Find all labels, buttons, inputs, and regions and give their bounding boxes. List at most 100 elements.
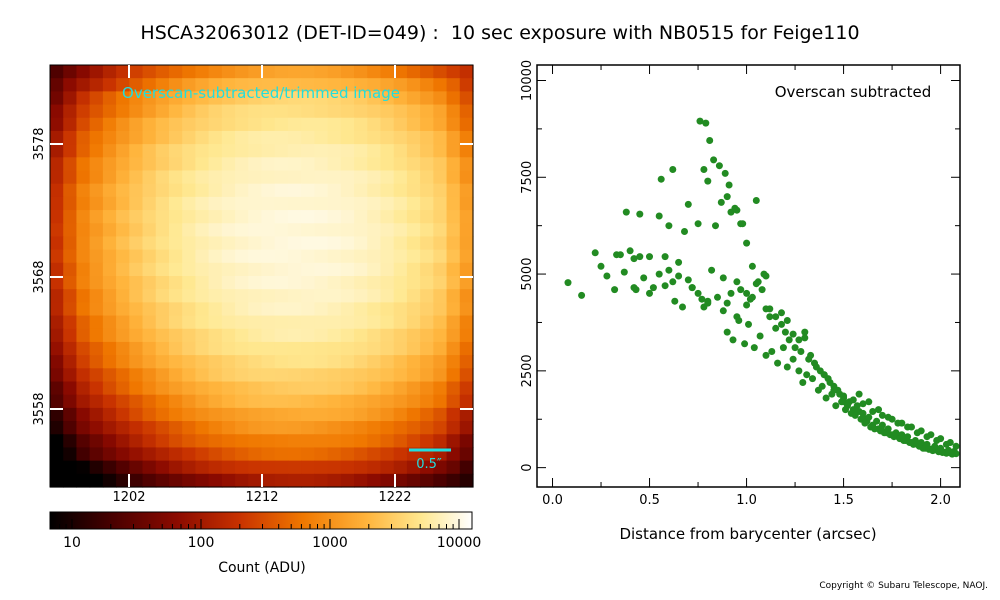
image-pixel xyxy=(235,170,249,185)
image-pixel xyxy=(393,341,408,356)
image-pixel xyxy=(420,223,434,238)
image-pixel xyxy=(102,289,117,303)
image-pixel xyxy=(287,368,302,383)
image-pixel xyxy=(340,157,355,172)
image-pixel xyxy=(393,289,408,303)
image-pixel xyxy=(248,289,263,303)
image-pixel xyxy=(420,421,434,435)
image-pixel xyxy=(116,210,130,224)
image-pixel xyxy=(195,394,210,409)
image-pixel xyxy=(182,196,197,211)
scatter-point xyxy=(712,222,719,230)
image-pixel xyxy=(155,315,170,330)
image-pixel xyxy=(393,355,408,369)
image-pixel xyxy=(354,236,368,251)
image-pixel xyxy=(380,328,395,343)
image-pixel xyxy=(327,78,342,92)
image-pixel xyxy=(76,381,91,396)
image-pixel xyxy=(116,315,130,330)
image-pixel xyxy=(420,210,434,224)
colorbar-tick-label: 10000 xyxy=(437,535,482,551)
image-pixel xyxy=(155,421,170,435)
image-pixel xyxy=(221,210,236,224)
scatter-point xyxy=(859,409,867,417)
image-pixel xyxy=(116,236,130,251)
image-pixel xyxy=(301,236,315,251)
image-pixel xyxy=(446,381,461,396)
image-pixel xyxy=(50,104,64,119)
image-pixel xyxy=(235,117,249,132)
image-pixel xyxy=(327,210,342,224)
image-pixel xyxy=(420,144,434,158)
scatter-point xyxy=(952,442,960,450)
image-pixel xyxy=(406,130,421,145)
scatter-point xyxy=(904,423,912,431)
image-pixel xyxy=(327,249,342,264)
image-pixel xyxy=(248,78,263,92)
image-pixel xyxy=(340,341,355,356)
image-pixel xyxy=(354,223,368,238)
image-pixel xyxy=(459,183,474,198)
image-pixel xyxy=(116,473,130,488)
scatter-point xyxy=(812,363,820,371)
image-pixel xyxy=(380,302,395,317)
image-pixel xyxy=(433,262,448,277)
image-pixel xyxy=(433,315,448,330)
image-pixel xyxy=(248,117,263,132)
image-pixel xyxy=(314,223,329,238)
image-pixel xyxy=(393,302,408,317)
image-pixel xyxy=(116,104,130,119)
image-pixel xyxy=(287,65,302,79)
image-pixel xyxy=(459,262,474,277)
image-pixel xyxy=(142,276,157,290)
image-pixel xyxy=(261,328,276,343)
image-pixel xyxy=(406,421,421,435)
image-pixel xyxy=(195,236,210,251)
image-pixel xyxy=(89,65,104,79)
image-pixel xyxy=(129,289,144,303)
image-pixel xyxy=(195,434,210,449)
image-pixel xyxy=(116,117,130,132)
image-pixel xyxy=(208,460,223,475)
image-pixel xyxy=(301,117,315,132)
image-pixel xyxy=(354,104,368,119)
image-pixel xyxy=(340,144,355,158)
image-pixel xyxy=(261,78,276,92)
image-pixel xyxy=(301,407,315,422)
image-pixel xyxy=(142,355,157,369)
scatter-point xyxy=(735,317,743,324)
image-pixel xyxy=(235,460,249,475)
image-pixel xyxy=(446,289,461,303)
image-pixel xyxy=(221,104,236,119)
colorbar-gradient xyxy=(49,511,473,530)
image-pixel xyxy=(155,289,170,303)
image-pixel xyxy=(367,170,382,185)
scatter-point xyxy=(603,272,611,280)
image-pixel xyxy=(367,91,382,106)
image-pixel xyxy=(155,117,170,132)
image-pixel xyxy=(287,144,302,158)
image-pixel xyxy=(433,394,448,409)
image-pixel xyxy=(208,117,223,132)
image-pixel xyxy=(168,104,183,119)
image-pixel xyxy=(155,368,170,383)
image-pixel xyxy=(301,78,315,92)
image-pixel xyxy=(116,262,130,277)
scatter-chart: Overscan subtracted 0.0 0.5 1.0 1.5 2.0 0 2500… xyxy=(520,60,961,543)
image-pixel xyxy=(63,289,78,303)
image-pixel xyxy=(182,78,197,92)
image-x-tick-label: 1222 xyxy=(378,490,411,505)
image-pixel xyxy=(102,210,117,224)
x-tick-label: 1.5 xyxy=(833,493,854,508)
image-pixel xyxy=(406,276,421,290)
scatter-point xyxy=(865,413,873,421)
image-pixel xyxy=(63,473,78,488)
image-pixel xyxy=(89,368,104,383)
image-pixel xyxy=(129,421,144,435)
x-axis-label: Distance from barycenter (arcsec) xyxy=(619,525,876,543)
image-pixel xyxy=(182,434,197,449)
image-pixel xyxy=(327,460,342,475)
image-pixel xyxy=(63,117,78,132)
scatter-point xyxy=(871,425,879,433)
image-pixel xyxy=(354,117,368,132)
